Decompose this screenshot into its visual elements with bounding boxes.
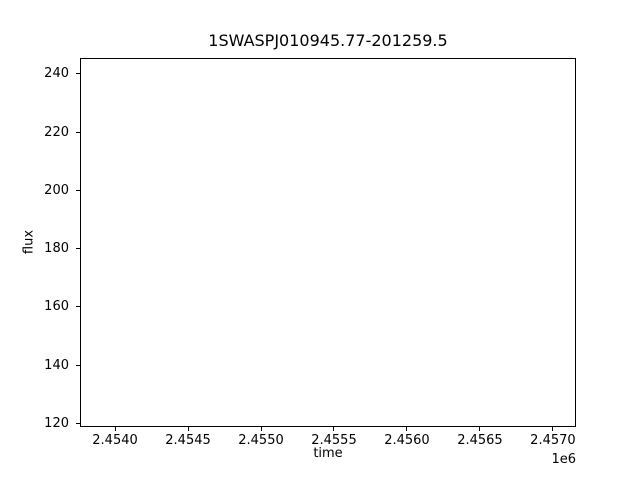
- y-tick-label: 160: [44, 299, 69, 315]
- x-tick-mark: [406, 427, 408, 431]
- y-tick-label: 140: [44, 357, 69, 373]
- y-tick-label: 180: [44, 241, 69, 257]
- y-tick-label: 120: [44, 416, 69, 431]
- x-tick-mark: [552, 427, 554, 431]
- x-tick-mark: [479, 427, 481, 431]
- y-tick-label: 240: [44, 66, 69, 82]
- y-tick-label: 200: [44, 182, 69, 198]
- y-tick-mark: [76, 73, 80, 75]
- y-tick-mark: [76, 423, 80, 424]
- x-tick-label: 2.4540: [92, 433, 138, 448]
- x-tick-label: 2.4545: [165, 433, 211, 448]
- x-tick-mark: [114, 427, 116, 431]
- y-tick-mark: [76, 131, 80, 133]
- y-tick-mark: [76, 306, 80, 308]
- x-tick-mark: [187, 427, 189, 431]
- x-axis-offset-label: 1e6: [551, 452, 576, 467]
- y-tick-label: 220: [44, 124, 69, 140]
- chart-title: 1SWASPJ010945.77-201259.5: [208, 31, 448, 50]
- y-tick-mark: [76, 364, 80, 366]
- plot-area-border: [80, 58, 576, 427]
- x-tick-label: 2.4570: [530, 433, 576, 448]
- x-tick-label: 2.4555: [311, 433, 357, 448]
- x-tick-mark: [333, 427, 335, 431]
- x-tick-label: 2.4550: [238, 433, 284, 448]
- y-tick-mark: [76, 248, 80, 250]
- x-axis-label: time: [313, 446, 343, 461]
- x-tick-label: 2.4560: [384, 433, 430, 448]
- x-tick-label: 2.4565: [457, 433, 503, 448]
- x-tick-mark: [260, 427, 262, 431]
- y-tick-mark: [76, 189, 80, 191]
